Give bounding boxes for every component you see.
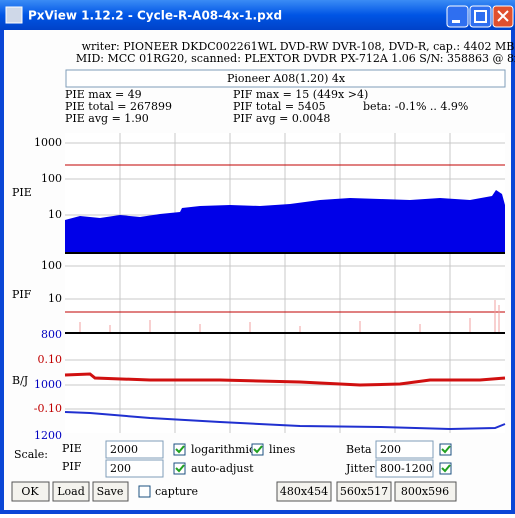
- label: auto-adjust: [191, 462, 254, 475]
- checkbox[interactable]: [173, 462, 186, 475]
- y-tick-label: 800: [41, 328, 62, 341]
- checkbox[interactable]: [138, 485, 151, 498]
- plot-area: [64, 133, 506, 433]
- checkbox[interactable]: [439, 443, 452, 456]
- y-tick-label: -0.10: [34, 402, 62, 415]
- label-box[interactable]: [65, 69, 506, 88]
- max-button[interactable]: [469, 5, 492, 28]
- label: Beta: [346, 443, 372, 456]
- button-label: OK: [21, 485, 39, 498]
- checkbox[interactable]: [173, 443, 186, 456]
- size-button[interactable]: [276, 481, 332, 502]
- stat: PIE avg = 1.90: [65, 112, 149, 125]
- pif-trace: [79, 300, 500, 333]
- y-tick-label: 1000: [34, 136, 62, 149]
- app-icon: [5, 6, 23, 24]
- size-button[interactable]: [394, 481, 457, 502]
- stat: beta: -0.1% .. 4.9%: [363, 100, 468, 113]
- input-value: 200: [380, 443, 401, 456]
- save-button[interactable]: [92, 481, 129, 502]
- label: PIE: [62, 442, 82, 455]
- label: logarithmic: [191, 443, 255, 456]
- input-value: 200: [110, 462, 131, 475]
- axis-label: PIE: [12, 186, 32, 199]
- jitter-input[interactable]: [375, 459, 434, 478]
- y-tick-label: 0.10: [38, 353, 63, 366]
- title-bar: [0, 0, 515, 30]
- label: Scale:: [14, 448, 48, 461]
- input-value: 2000: [110, 443, 138, 456]
- size-button[interactable]: [336, 481, 392, 502]
- pie-input[interactable]: [105, 440, 164, 459]
- y-tick-label: 10: [48, 292, 62, 305]
- label: lines: [269, 443, 296, 456]
- button-label: 480x454: [280, 485, 328, 498]
- pie-trace: [65, 190, 505, 253]
- label: PIF: [62, 460, 82, 473]
- axis-label: B/J: [12, 374, 28, 387]
- y-tick-label: 10: [48, 208, 62, 221]
- stat: PIE max = 49: [65, 88, 142, 101]
- stat: PIF total = 5405: [233, 100, 326, 113]
- y-tick-label: 100: [41, 259, 62, 272]
- jitter-trace: [64, 411, 506, 431]
- button-label: Load: [57, 485, 85, 498]
- button-label: Save: [97, 485, 124, 498]
- axis-label: PIF: [12, 288, 32, 301]
- label: Jitter: [345, 462, 375, 475]
- checkbox[interactable]: [439, 462, 452, 475]
- pif-input[interactable]: [105, 459, 164, 478]
- stat: PIF avg = 0.0048: [233, 112, 330, 125]
- beta-input[interactable]: [375, 440, 434, 459]
- y-tick-label: 1000: [34, 378, 62, 391]
- y-tick-label: 100: [41, 172, 62, 185]
- window-title: PxView 1.12.2 - Cycle-R-A08-4x-1.pxd: [28, 9, 282, 23]
- media-info: MID: MCC 01RG20, scanned: PLEXTOR DVDR P…: [76, 52, 515, 65]
- load-button[interactable]: [52, 481, 90, 502]
- y-tick-label: 1200: [34, 429, 62, 442]
- ok-button[interactable]: [11, 481, 50, 502]
- button-label: 560x517: [340, 485, 388, 498]
- checkbox[interactable]: [251, 443, 264, 456]
- disc-label: Pioneer A08(1.20) 4x: [227, 72, 346, 85]
- writer-info: writer: PIONEER DKDC002261WL DVD-RW DVR-…: [82, 40, 515, 53]
- close-button[interactable]: [492, 5, 514, 28]
- beta-trace: [64, 372, 506, 387]
- button-label: 800x596: [401, 485, 449, 498]
- stat: PIF max = 15 (449x >4): [233, 88, 368, 101]
- label: capture: [155, 485, 198, 498]
- input-value: 800-1200: [380, 462, 433, 475]
- stat: PIE total = 267899: [65, 100, 172, 113]
- min-button[interactable]: [446, 5, 469, 28]
